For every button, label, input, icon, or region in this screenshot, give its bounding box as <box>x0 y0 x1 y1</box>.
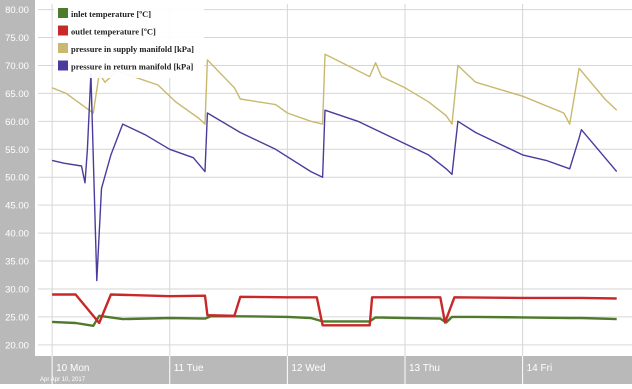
y-tick-label: 30.00 <box>5 284 29 295</box>
series-line-2 <box>52 293 617 327</box>
legend-swatch <box>58 8 68 18</box>
y-tick-label: 75.00 <box>5 33 29 44</box>
y-tick-label: 65.00 <box>5 89 29 100</box>
legend-label: pressure in supply manifold [kPa] <box>71 44 194 54</box>
y-tick-label: 55.00 <box>5 145 29 156</box>
y-tick-label: 50.00 <box>5 173 29 184</box>
x-axis-band <box>0 356 632 384</box>
y-axis-band <box>0 0 35 384</box>
x-tick-label: 12 Wed <box>291 363 325 374</box>
series-line-4 <box>51 73 618 282</box>
y-tick-label: 45.00 <box>5 201 29 212</box>
legend-swatch <box>58 25 68 36</box>
x-tick-label: 13 Thu <box>409 363 440 374</box>
x-axis-footer: Apr Apr 10, 2017 <box>40 377 86 383</box>
x-tick-label: 10 Mon <box>56 363 89 374</box>
y-tick-label: 25.00 <box>5 312 29 323</box>
y-tick-label: 20.00 <box>5 340 29 351</box>
y-tick-label: 80.00 <box>5 5 29 16</box>
legend-label: inlet temperature [ºC] <box>71 9 151 19</box>
legend-label: pressure in return manifold [kPa] <box>71 62 193 72</box>
legend-swatch <box>58 43 68 53</box>
x-tick-label: 14 Fri <box>527 363 553 374</box>
y-tick-label: 70.00 <box>5 61 29 72</box>
legend-box <box>54 4 204 78</box>
legend-label: outlet temperature [ºC] <box>71 27 156 37</box>
y-tick-label: 60.00 <box>5 117 29 128</box>
legend-swatch <box>58 60 68 71</box>
y-tick-label: 35.00 <box>5 257 29 268</box>
x-tick-label: 11 Tue <box>174 363 204 374</box>
y-tick-label: 40.00 <box>5 229 29 240</box>
